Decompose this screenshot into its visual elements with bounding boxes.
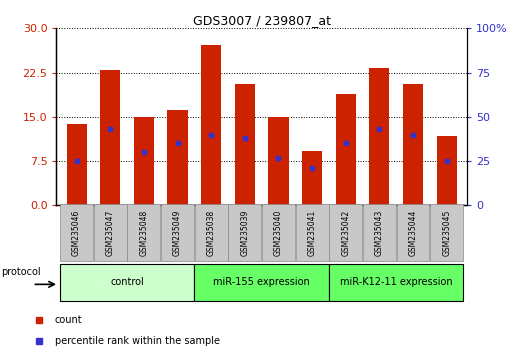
Bar bbox=[437, 136, 457, 205]
Text: control: control bbox=[110, 277, 144, 287]
Bar bbox=[369, 68, 389, 205]
Title: GDS3007 / 239807_at: GDS3007 / 239807_at bbox=[192, 14, 331, 27]
Bar bbox=[60, 204, 93, 261]
Bar bbox=[194, 264, 329, 301]
Text: protocol: protocol bbox=[1, 267, 41, 277]
Bar bbox=[195, 204, 228, 261]
Bar bbox=[262, 204, 295, 261]
Bar bbox=[302, 151, 322, 205]
Text: GSM235044: GSM235044 bbox=[408, 210, 418, 256]
Text: miR-K12-11 expression: miR-K12-11 expression bbox=[340, 277, 452, 287]
Text: GSM235042: GSM235042 bbox=[341, 210, 350, 256]
Text: GSM235039: GSM235039 bbox=[240, 210, 249, 256]
Bar bbox=[161, 204, 194, 261]
Text: GSM235049: GSM235049 bbox=[173, 210, 182, 256]
Text: GSM235045: GSM235045 bbox=[442, 210, 451, 256]
Bar bbox=[295, 204, 328, 261]
Text: miR-155 expression: miR-155 expression bbox=[213, 277, 310, 287]
Bar bbox=[397, 204, 429, 261]
Bar bbox=[228, 204, 261, 261]
Text: GSM235046: GSM235046 bbox=[72, 210, 81, 256]
Bar bbox=[94, 204, 127, 261]
Text: GSM235041: GSM235041 bbox=[308, 210, 317, 256]
Text: GSM235040: GSM235040 bbox=[274, 210, 283, 256]
Bar bbox=[134, 117, 154, 205]
Text: GSM235048: GSM235048 bbox=[140, 210, 148, 256]
Bar bbox=[363, 204, 396, 261]
Bar bbox=[430, 204, 463, 261]
Bar bbox=[167, 110, 188, 205]
Bar bbox=[201, 45, 221, 205]
Bar bbox=[100, 70, 121, 205]
Text: percentile rank within the sample: percentile rank within the sample bbox=[55, 336, 220, 346]
Text: GSM235047: GSM235047 bbox=[106, 210, 115, 256]
Bar bbox=[60, 264, 194, 301]
Bar bbox=[329, 264, 463, 301]
Bar bbox=[336, 95, 356, 205]
Text: GSM235038: GSM235038 bbox=[207, 210, 215, 256]
Text: count: count bbox=[55, 315, 83, 325]
Text: GSM235043: GSM235043 bbox=[375, 210, 384, 256]
Bar bbox=[127, 204, 161, 261]
Bar bbox=[329, 204, 362, 261]
Bar bbox=[268, 117, 288, 205]
Bar bbox=[403, 84, 423, 205]
Bar bbox=[67, 124, 87, 205]
Bar bbox=[235, 84, 255, 205]
